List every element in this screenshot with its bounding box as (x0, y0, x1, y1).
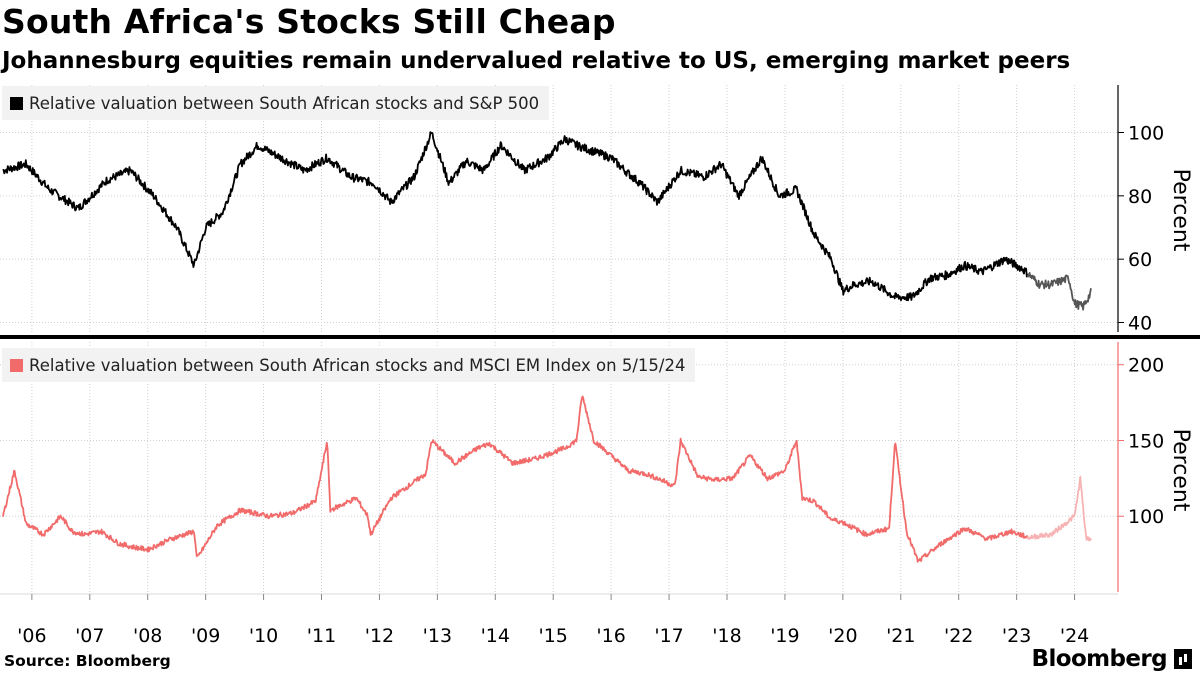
x-tick-label-'09: '09 (191, 625, 220, 647)
legend-bottom-swatch (10, 358, 23, 372)
series-line-recent-0 (1026, 271, 1092, 311)
legend-top-label: Relative valuation between South African… (29, 93, 540, 113)
x-tick-label-'06: '06 (17, 625, 46, 647)
x-tick-label-'08: '08 (133, 625, 162, 647)
brand-logo: Bloomberg (1032, 646, 1192, 672)
y-tick-label-1-200: 200 (1128, 355, 1164, 377)
x-tick-label-'12: '12 (365, 625, 394, 647)
series-line-0 (2, 131, 1030, 302)
brand-wordmark: Bloomberg (1031, 646, 1168, 672)
y-tick-label-0-80: 80 (1128, 186, 1152, 208)
x-tick-label-'22: '22 (944, 625, 973, 647)
x-axis: '06 '07 '08 '09 '10 '11 '12 '13 '14 '15 '16 '17 '18 '… (0, 593, 1118, 647)
legend-top: Relative valuation between South African… (2, 86, 550, 120)
x-tick-label-'17: '17 (654, 625, 683, 647)
x-tick-label-'14: '14 (481, 625, 510, 647)
x-tick-label-'20: '20 (828, 625, 857, 647)
x-tick-label-'18: '18 (712, 625, 741, 647)
y-tick-label-1-150: 150 (1128, 430, 1164, 452)
x-tick-label-'10: '10 (249, 625, 278, 647)
bloomberg-terminal-icon (1174, 649, 1192, 669)
y-tick-label-0-100: 100 (1128, 123, 1164, 145)
y-tick-label-1-100: 100 (1128, 506, 1164, 528)
x-tick-label-'19: '19 (770, 625, 799, 647)
x-tick-label-'24: '24 (1060, 625, 1089, 647)
legend-top-swatch (10, 96, 23, 110)
series-line-1 (2, 395, 1030, 563)
x-tick-label-'07: '07 (75, 625, 104, 647)
legend-bottom: Relative valuation between South African… (2, 348, 696, 382)
source-note: Source: Bloomberg (4, 652, 171, 670)
y-tick-label-0-60: 60 (1128, 249, 1152, 271)
x-tick-label-'13: '13 (423, 625, 452, 647)
x-tick-label-'23: '23 (1002, 625, 1031, 647)
y-tick-label-0-40: 40 (1128, 313, 1152, 335)
chart-title: South Africa's Stocks Still Cheap (2, 2, 616, 41)
x-tick-label-'21: '21 (886, 625, 915, 647)
legend-bottom-label: Relative valuation between South African… (29, 355, 686, 375)
series-line-recent-1 (1026, 475, 1093, 542)
top-ylabel: Percent (1168, 169, 1193, 252)
top-panel: 40 60 80 100 (0, 85, 1164, 335)
x-tick-label-'16: '16 (596, 625, 625, 647)
bottom-ylabel: Percent (1168, 429, 1193, 512)
x-tick-label-'11: '11 (307, 625, 336, 647)
x-tick-label-'15: '15 (539, 625, 568, 647)
chart-subtitle: Johannesburg equities remain undervalued… (2, 48, 1071, 74)
grid-layer (31, 85, 1076, 592)
